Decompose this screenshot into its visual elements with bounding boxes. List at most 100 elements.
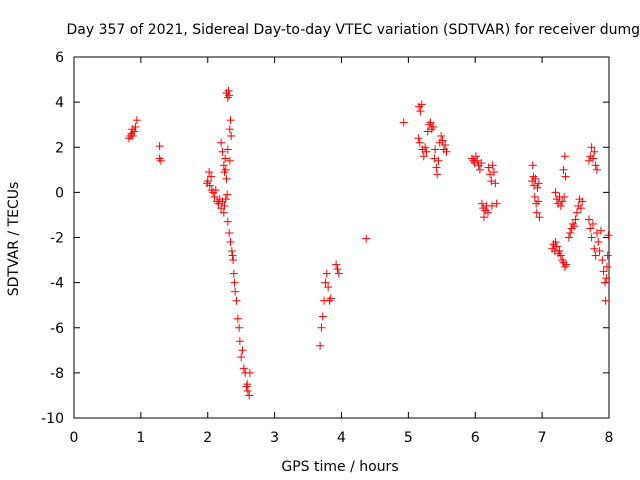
data-point: [223, 190, 232, 199]
data-point: [570, 222, 579, 231]
data-point: [492, 199, 501, 208]
data-point: [533, 183, 542, 192]
data-point: [222, 174, 231, 183]
data-point: [556, 251, 565, 260]
data-point: [560, 152, 569, 161]
data-point: [602, 274, 611, 283]
data-point: [477, 199, 486, 208]
data-point: [535, 213, 544, 222]
data-point: [207, 172, 216, 181]
y-tick-label: 2: [55, 140, 64, 156]
y-axis-label: SDTVAR / TECUs: [6, 182, 22, 297]
data-point: [220, 168, 229, 177]
data-point: [594, 238, 603, 247]
data-point: [479, 213, 488, 222]
y-tick-label: -6: [50, 321, 64, 337]
data-point: [227, 131, 236, 140]
data-point: [602, 262, 611, 271]
data-point: [324, 283, 333, 292]
y-tick-label: -10: [41, 411, 64, 427]
data-point: [225, 156, 234, 165]
data-point: [485, 170, 494, 179]
data-point: [243, 380, 252, 389]
data-point: [316, 341, 325, 350]
data-point: [566, 228, 575, 237]
data-point: [491, 179, 500, 188]
data-point: [530, 181, 539, 190]
data-point: [132, 116, 141, 125]
data-point: [229, 269, 238, 278]
data-point: [587, 233, 596, 242]
data-point: [245, 391, 254, 400]
data-point: [362, 234, 371, 243]
data-point: [318, 312, 327, 321]
data-point: [584, 215, 593, 224]
data-point: [431, 145, 440, 154]
data-point: [551, 238, 560, 247]
data-point: [530, 192, 539, 201]
data-point: [226, 116, 235, 125]
data-point: [551, 188, 560, 197]
data-point: [235, 323, 244, 332]
data-point: [419, 152, 428, 161]
data-point: [232, 296, 241, 305]
data-point: [227, 247, 236, 256]
data-point: [587, 143, 596, 152]
data-point: [421, 143, 430, 152]
data-point: [534, 179, 543, 188]
data-point: [423, 127, 432, 136]
data-point: [586, 224, 595, 233]
data-point: [534, 197, 543, 206]
data-point: [131, 122, 140, 131]
x-tick-label: 2: [203, 430, 212, 446]
data-point: [558, 197, 567, 206]
data-point: [230, 278, 239, 287]
data-point: [591, 251, 600, 260]
data-point: [598, 256, 607, 265]
data-point: [239, 364, 248, 373]
data-point: [601, 296, 610, 305]
data-point: [416, 107, 425, 116]
data-point: [599, 267, 608, 276]
data-point: [437, 131, 446, 140]
y-tick-label: -2: [50, 231, 64, 247]
y-tick-label: 6: [55, 50, 64, 66]
x-axis-label: GPS time / hours: [281, 459, 398, 475]
data-point: [532, 199, 541, 208]
data-point: [552, 242, 561, 251]
data-point: [438, 136, 447, 145]
data-point: [210, 192, 219, 201]
data-series: [124, 86, 613, 400]
data-point: [415, 138, 424, 147]
data-point: [432, 163, 441, 172]
data-point: [221, 165, 230, 174]
y-tick-label: 0: [55, 185, 64, 201]
data-point: [592, 228, 601, 237]
data-point: [332, 260, 341, 269]
data-point: [595, 247, 604, 256]
data-point: [205, 181, 214, 190]
data-point: [488, 161, 497, 170]
data-point: [590, 244, 599, 253]
data-point: [559, 165, 568, 174]
data-point: [235, 337, 244, 346]
y-tick-label: -4: [50, 276, 64, 292]
x-tick-label: 6: [471, 430, 480, 446]
data-point: [429, 122, 438, 131]
data-point: [223, 93, 232, 102]
data-point: [588, 154, 597, 163]
data-point: [528, 177, 537, 186]
data-point: [442, 147, 451, 156]
data-point: [584, 156, 593, 165]
x-tick-label: 5: [404, 430, 413, 446]
data-point: [334, 269, 343, 278]
data-point: [441, 140, 450, 149]
data-point: [477, 159, 486, 168]
data-point: [479, 204, 488, 213]
data-point: [155, 154, 164, 163]
data-point: [529, 172, 538, 181]
data-point: [475, 165, 484, 174]
data-point: [128, 125, 137, 134]
data-point: [483, 208, 492, 217]
